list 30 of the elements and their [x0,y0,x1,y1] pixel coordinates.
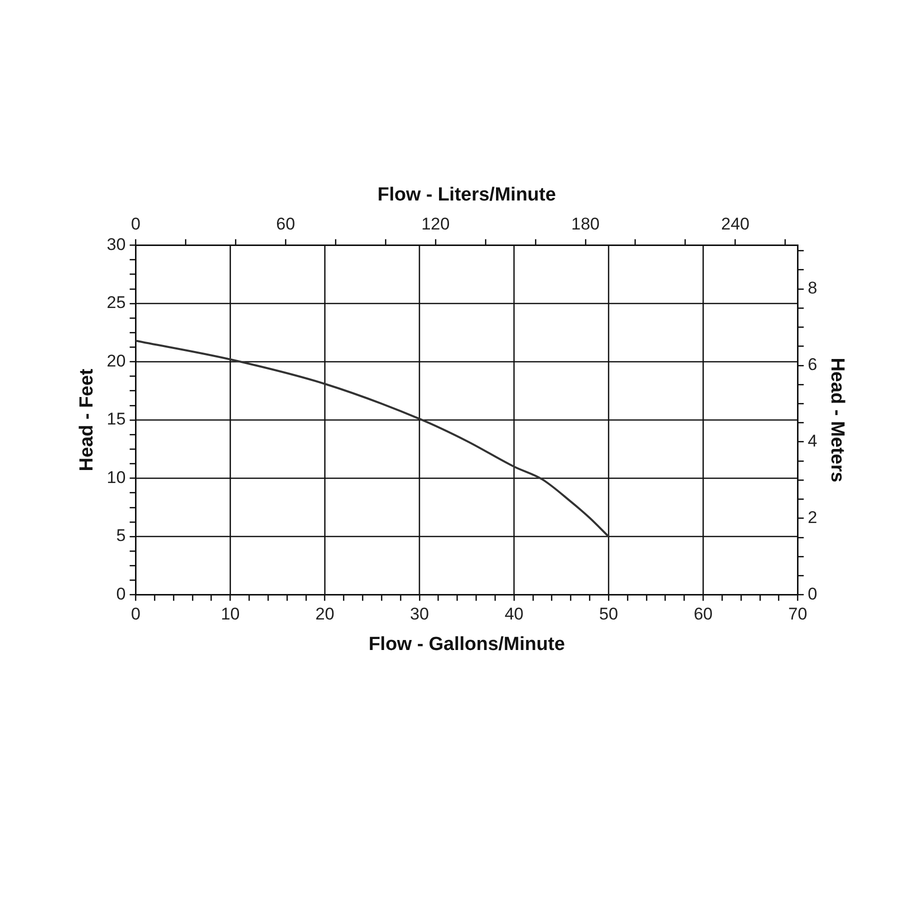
x-axis-title: Flow - Gallons/Minute [368,634,565,655]
x2-axis-title: Flow - Liters/Minute [378,184,556,206]
x-tick-label: 40 [504,604,524,624]
y-tick-label: 5 [116,526,126,546]
x2-tick-label: 180 [571,214,600,234]
y2-tick-label: 0 [808,584,818,604]
x-tick-label: 0 [130,604,140,624]
y2-tick-label: 8 [808,278,818,298]
y2-tick-label: 6 [808,355,818,374]
x2-tick-label: 60 [276,214,296,234]
y-tick-label: 30 [106,234,126,254]
y-tick-label: 10 [106,468,126,487]
y-tick-label: 15 [106,410,126,429]
y2-axis-title: Head - Meters [826,358,848,482]
x2-tick-label: 0 [130,214,140,234]
y-tick-label: 0 [116,584,126,604]
x-tick-label: 20 [315,604,334,624]
x-tick-label: 60 [694,604,713,624]
y2-tick-label: 4 [808,432,818,451]
x-tick-label: 70 [788,604,808,624]
x2-tick-label: 120 [421,214,450,234]
y-tick-label: 25 [106,293,126,312]
x-tick-label: 10 [220,604,240,624]
y2-tick-label: 2 [808,508,818,528]
y-tick-label: 20 [106,351,126,370]
x2-tick-label: 240 [721,214,750,234]
x-tick-label: 50 [599,604,618,624]
y-axis-title: Head - Feet [76,368,98,472]
line-series [136,340,610,538]
x-tick-label: 30 [410,604,429,624]
